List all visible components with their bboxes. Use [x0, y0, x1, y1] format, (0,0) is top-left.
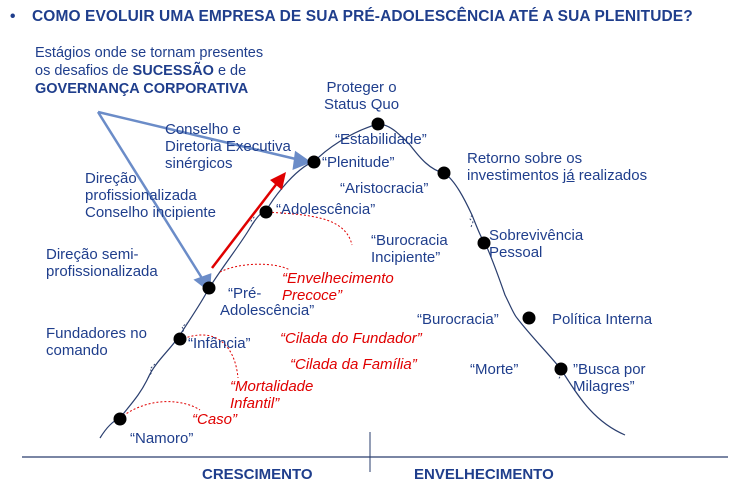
- note-line-2a: os desafios de: [35, 63, 133, 79]
- dot-pre-adolescencia: [202, 281, 216, 295]
- stage-morte: “Morte”: [470, 361, 519, 378]
- label-fundadores: Fundadores no comando: [46, 325, 147, 359]
- callout-arrow-2: [97, 110, 301, 162]
- label-proteger-2: Status Quo: [324, 96, 400, 113]
- trap-adolescencia-curve: [267, 211, 353, 246]
- trap-cilada-fundador: “Cilada do Fundador”: [280, 330, 422, 347]
- dot-morte: [554, 362, 568, 376]
- stage-estabilidade: “Estabilidade”: [335, 131, 427, 148]
- callout-arrow-1: [96, 111, 207, 284]
- bullet: •: [10, 8, 16, 25]
- stage-pre-2: Adolescência”: [220, 302, 315, 319]
- section-crescimento: CRESCIMENTO: [202, 466, 313, 483]
- note-line-2: os desafios de SUCESSÃO e de: [35, 62, 263, 80]
- trap-envelhecimento-precoce: “Envelhecimento Precoce”: [282, 270, 394, 304]
- label-proteger-1: Proteger o: [326, 79, 397, 96]
- label-direcao-profissionalizada: Direção profissionalizada Conselho incip…: [85, 170, 216, 221]
- label-proteger: Proteger o Status Quo: [324, 79, 399, 113]
- label-sobre-1: Sobrevivência: [489, 227, 584, 244]
- label-retorno: Retorno sobre os investimentos já realiz…: [467, 150, 647, 184]
- growth-arrow-head: [270, 172, 286, 190]
- trap-mortalidade-1: “Mortalidade: [230, 378, 314, 395]
- dot-plenitude: [307, 155, 321, 169]
- growth-texture: [147, 214, 562, 381]
- label-conselho-3: sinérgicos: [165, 155, 233, 172]
- stage-pre-1: “Pré-: [228, 285, 262, 302]
- label-retorno-2: investimentos já realizados: [467, 167, 647, 184]
- note-line-2c: e de: [213, 63, 247, 79]
- label-sobrevivencia: Sobrevivência Pessoal: [489, 227, 583, 261]
- title-text: COMO EVOLUIR UMA EMPRESA DE SUA PRÉ-ADOL…: [32, 8, 693, 25]
- label-fundadores-1: Fundadores no: [46, 325, 147, 342]
- note-text: Estágios onde se tornam presentes os des…: [35, 44, 263, 98]
- stage-burocracia-incipiente: “Burocracia Incipiente”: [371, 232, 448, 266]
- growth-arrow: [211, 181, 279, 269]
- stage-pre-adolescencia: “Pré- Adolescência”: [220, 285, 314, 319]
- dot-infancia: [173, 332, 187, 346]
- note-line-1: Estágios onde se tornam presentes: [35, 45, 264, 61]
- label-conselho-1: Conselho e: [165, 121, 241, 138]
- label-retorno-1: Retorno sobre os: [467, 150, 583, 167]
- label-conselho-2: Diretoria Executiva: [165, 138, 291, 155]
- label-prof-3: Conselho incipiente: [85, 204, 216, 221]
- label-sobre-2: Pessoal: [489, 244, 543, 261]
- dot-estabilidade: [371, 117, 385, 131]
- callout-arrow-2-head: [292, 150, 312, 170]
- trap-envelhecimento-2: Precoce”: [282, 287, 343, 304]
- note-sucessao: SUCESSÃO: [132, 63, 214, 79]
- dot-namoro: [113, 412, 127, 426]
- trap-caso: “Caso”: [192, 411, 238, 428]
- stage-burocracia-incipiente-1: “Burocracia: [371, 232, 448, 249]
- stage-aristocracia: “Aristocracia”: [340, 180, 429, 197]
- label-conselho: Conselho e Diretoria Executiva sinérgico…: [165, 121, 291, 172]
- label-retorno-2c: realizados: [574, 167, 648, 184]
- trap-mortalidade-2: Infantil”: [230, 395, 280, 412]
- dot-burocracia-incipiente: [477, 236, 491, 250]
- stage-infancia: “Infância”: [188, 335, 251, 352]
- stage-adolescencia: “Adolescência”: [276, 201, 376, 218]
- stage-burocracia: “Burocracia”: [417, 311, 499, 328]
- note-line-3: GOVERNANÇA CORPORATIVA: [35, 81, 249, 97]
- section-envelhecimento: ENVELHECIMENTO: [414, 466, 554, 483]
- dot-aristocracia: [437, 166, 451, 180]
- label-semi-2: profissionalizada: [46, 263, 158, 280]
- dot-burocracia: [522, 311, 536, 325]
- label-busca-1: ”Busca por: [573, 361, 646, 378]
- label-busca-milagres: ”Busca por Milagres”: [573, 361, 646, 395]
- label-direcao-semi: Direção semi- profissionalizada: [46, 246, 158, 280]
- page-title: • COMO EVOLUIR UMA EMPRESA DE SUA PRÉ-ADO…: [10, 8, 693, 26]
- label-semi-1: Direção semi-: [46, 246, 139, 263]
- label-busca-2: Milagres”: [573, 378, 635, 395]
- trap-caso-curve: [119, 401, 201, 419]
- stage-namoro: “Namoro”: [130, 430, 194, 447]
- trap-cilada-familia: “Cilada da Família”: [290, 356, 417, 373]
- trap-mortalidade: “Mortalidade Infantil”: [230, 378, 313, 412]
- label-politica-interna: Política Interna: [552, 311, 653, 328]
- dot-adolescencia: [259, 205, 273, 219]
- label-retorno-2a: investimentos: [467, 167, 563, 184]
- label-fundadores-2: comando: [46, 342, 108, 359]
- label-retorno-ja: já: [562, 167, 575, 184]
- trap-envelhecimento-curve: [219, 263, 291, 273]
- label-prof-1: Direção: [85, 170, 137, 187]
- label-prof-2: profissionalizada: [85, 187, 197, 204]
- stage-burocracia-incipiente-2: Incipiente”: [371, 249, 441, 266]
- trap-envelhecimento-1: “Envelhecimento: [282, 270, 394, 287]
- stage-plenitude: “Plenitude”: [322, 154, 395, 171]
